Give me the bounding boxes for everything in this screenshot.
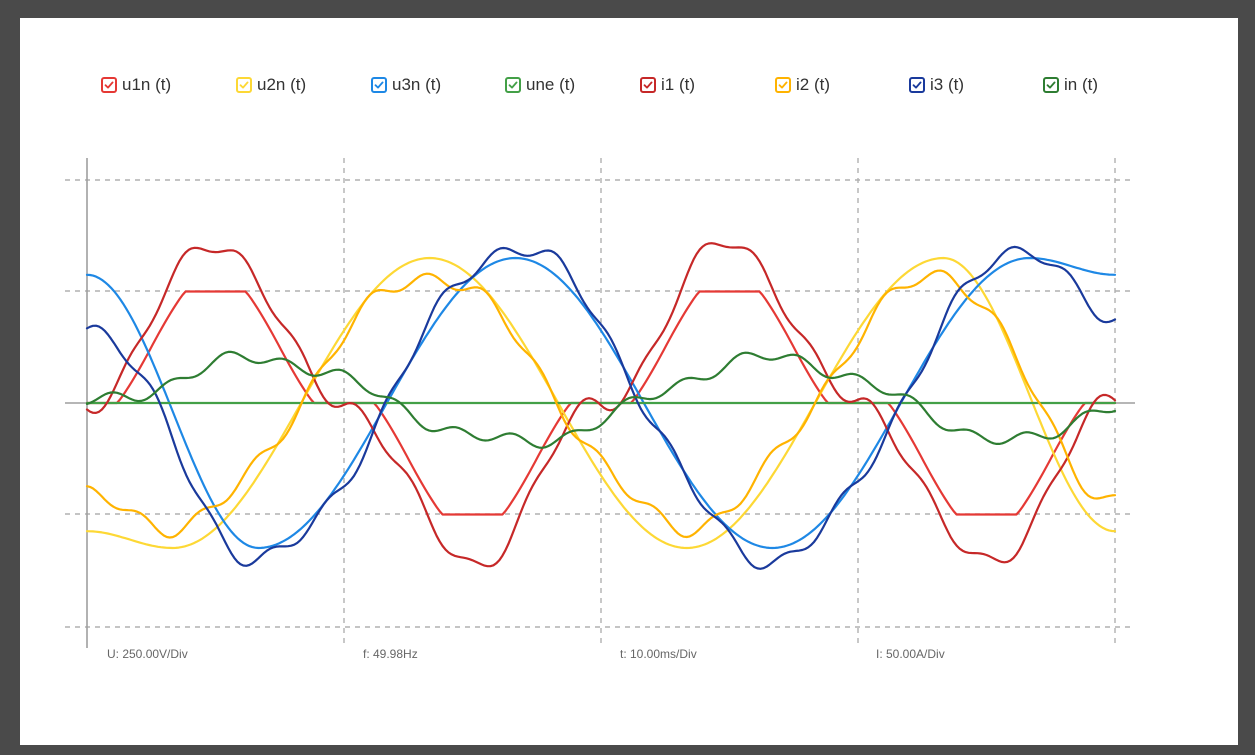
checkbox-checked-icon[interactable] bbox=[640, 77, 656, 93]
checkbox-checked-icon[interactable] bbox=[909, 77, 925, 93]
legend-label: i2 (t) bbox=[796, 75, 830, 94]
checkbox-checked-icon[interactable] bbox=[775, 77, 791, 93]
legend-label: une (t) bbox=[526, 75, 576, 94]
frequency-label: f: 49.98Hz bbox=[363, 647, 418, 661]
checkbox-checked-icon[interactable] bbox=[505, 77, 521, 93]
series-line-u3n-t bbox=[85, 256, 1117, 550]
plot-grid bbox=[65, 158, 1135, 645]
plot-footer: U: 250.00V/Div f: 49.98Hz t: 10.00ms/Div… bbox=[107, 647, 945, 661]
legend-label: u2n (t) bbox=[257, 75, 307, 94]
legend-label: u3n (t) bbox=[392, 75, 442, 94]
checkbox-checked-icon[interactable] bbox=[1043, 77, 1059, 93]
t-scale-label: t: 10.00ms/Div bbox=[620, 647, 697, 661]
legend-item-u2n[interactable]: u2n (t) bbox=[236, 70, 306, 100]
legend-label: i1 (t) bbox=[661, 75, 695, 94]
legend-item-i3[interactable]: i3 (t) bbox=[909, 70, 964, 100]
legend-item-i1[interactable]: i1 (t) bbox=[640, 70, 695, 100]
u-scale-label: U: 250.00V/Div bbox=[107, 647, 188, 661]
legend-label: i3 (t) bbox=[930, 75, 964, 94]
checkbox-checked-icon[interactable] bbox=[371, 77, 387, 93]
legend-item-in[interactable]: in (t) bbox=[1043, 70, 1098, 100]
plot-traces bbox=[85, 242, 1117, 570]
series-line-i3-t bbox=[85, 245, 1117, 570]
legend-label: u1n (t) bbox=[122, 75, 172, 94]
checkbox-checked-icon[interactable] bbox=[236, 77, 252, 93]
series-line-u2n-t bbox=[85, 256, 1117, 550]
series-line-i1-t bbox=[85, 242, 1117, 568]
legend-item-i2[interactable]: i2 (t) bbox=[775, 70, 830, 100]
legend-item-une[interactable]: une (t) bbox=[505, 70, 575, 100]
legend-item-u3n[interactable]: u3n (t) bbox=[371, 70, 441, 100]
legend-label: in (t) bbox=[1064, 75, 1098, 94]
series-line-i2-t bbox=[85, 269, 1117, 539]
i-scale-label: I: 50.00A/Div bbox=[876, 647, 945, 661]
series-line-in-t bbox=[85, 350, 1117, 449]
checkbox-checked-icon[interactable] bbox=[101, 77, 117, 93]
chart-legend: u1n (t) u2n (t) u3n (t) une (t) i1 (t) i… bbox=[0, 70, 1255, 100]
legend-item-u1n[interactable]: u1n (t) bbox=[101, 70, 171, 100]
